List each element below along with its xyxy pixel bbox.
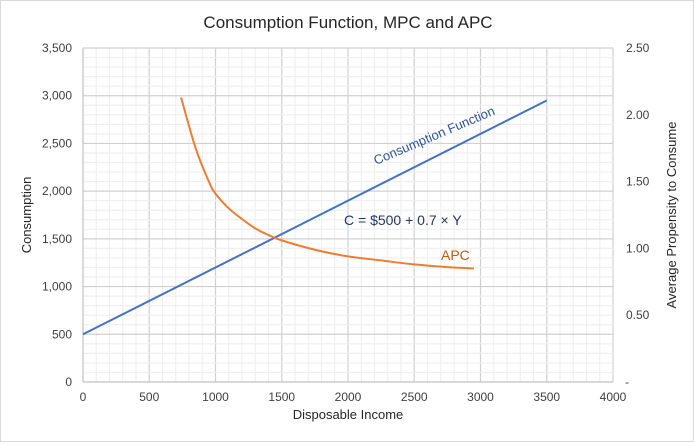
x-tick-label: 3000 [467, 390, 494, 404]
x-tick-label: 500 [139, 390, 159, 404]
y2-tick-label: 1.00 [626, 241, 650, 255]
equation-label: C = $500 + 0.7 × Y [344, 212, 462, 228]
y2-tick-label: 2.50 [626, 41, 650, 55]
x-tick-label: 0 [80, 390, 87, 404]
apc-label: APC [441, 247, 470, 263]
series-line-apc [180, 97, 474, 270]
y-tick-label: 500 [52, 327, 72, 341]
y-tick-label: 3,000 [42, 89, 72, 103]
x-tick-label: 1000 [202, 390, 229, 404]
y-tick-label: 3,500 [42, 41, 72, 55]
y2-tick-label: 0.50 [626, 308, 650, 322]
x-tick-label: 1500 [268, 390, 295, 404]
y-tick-label: 1,000 [42, 280, 72, 294]
x-tick-label: 4000 [600, 390, 627, 404]
chart-title: Consumption Function, MPC and APC [203, 13, 492, 32]
x-axis-title: Disposable Income [293, 407, 404, 422]
y2-tick-label: - [625, 375, 629, 389]
y2-tick-label: 1.50 [626, 175, 650, 189]
series-line-consumption-function [82, 99, 548, 336]
y-tick-label: 1,500 [42, 232, 72, 246]
y2-tick-label: 2.00 [626, 108, 650, 122]
x-tick-label: 3500 [533, 390, 560, 404]
y-axis-title: Consumption [19, 177, 34, 254]
y-tick-label: 0 [65, 375, 72, 389]
y-tick-label: 2,500 [42, 136, 72, 150]
y-tick-label: 2,000 [42, 184, 72, 198]
y2-axis-title: Average Propensity to Consume [664, 122, 679, 309]
x-tick-label: 2000 [335, 390, 362, 404]
x-tick-label: 2500 [401, 390, 428, 404]
